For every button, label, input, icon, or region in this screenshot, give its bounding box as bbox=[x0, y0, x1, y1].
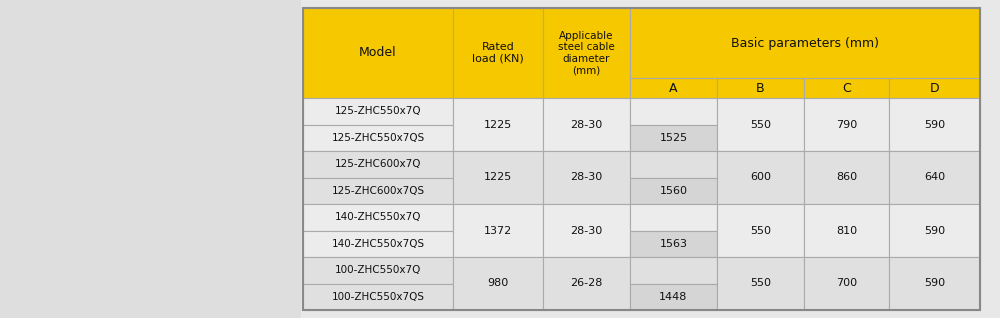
Bar bbox=[804, 98, 889, 151]
Bar bbox=[303, 125, 453, 151]
Text: 590: 590 bbox=[924, 120, 945, 129]
Bar bbox=[453, 257, 543, 310]
Text: 700: 700 bbox=[836, 279, 857, 288]
Bar bbox=[804, 204, 889, 257]
Bar bbox=[889, 98, 980, 151]
Text: Rated
load (KN): Rated load (KN) bbox=[472, 42, 524, 64]
Bar bbox=[453, 8, 543, 98]
Bar bbox=[630, 257, 717, 284]
Bar bbox=[630, 125, 717, 151]
Bar bbox=[453, 98, 543, 151]
Text: 125-ZHC550x7Q: 125-ZHC550x7Q bbox=[335, 106, 421, 116]
Text: 1563: 1563 bbox=[660, 239, 688, 249]
Text: 100-ZHC550x7QS: 100-ZHC550x7QS bbox=[332, 292, 424, 302]
Text: 125-ZHC550x7QS: 125-ZHC550x7QS bbox=[331, 133, 425, 143]
Text: 1448: 1448 bbox=[659, 292, 688, 302]
Bar bbox=[889, 257, 980, 310]
Text: C: C bbox=[842, 81, 851, 94]
Bar bbox=[453, 204, 543, 257]
Bar bbox=[630, 231, 717, 257]
Text: 1372: 1372 bbox=[484, 225, 512, 236]
Text: 26-28: 26-28 bbox=[570, 279, 603, 288]
Text: B: B bbox=[756, 81, 765, 94]
Bar bbox=[717, 98, 804, 151]
Bar bbox=[889, 151, 980, 204]
Text: 810: 810 bbox=[836, 225, 857, 236]
Bar bbox=[717, 151, 804, 204]
Bar bbox=[303, 8, 453, 98]
Text: 28-30: 28-30 bbox=[570, 172, 603, 183]
Text: 600: 600 bbox=[750, 172, 771, 183]
Text: 140-ZHC550x7Q: 140-ZHC550x7Q bbox=[335, 212, 421, 222]
Text: 550: 550 bbox=[750, 120, 771, 129]
Text: 1225: 1225 bbox=[484, 172, 512, 183]
Bar bbox=[630, 151, 717, 177]
Text: 125-ZHC600x7QS: 125-ZHC600x7QS bbox=[331, 186, 425, 196]
Bar bbox=[630, 204, 717, 231]
Bar bbox=[543, 204, 630, 257]
Bar bbox=[0, 0, 301, 318]
Text: Basic parameters (mm): Basic parameters (mm) bbox=[731, 37, 879, 50]
Text: 590: 590 bbox=[924, 225, 945, 236]
Text: 860: 860 bbox=[836, 172, 857, 183]
Text: A: A bbox=[669, 81, 678, 94]
Bar bbox=[804, 78, 889, 98]
Text: Applicable
steel cable
diameter
(mm): Applicable steel cable diameter (mm) bbox=[558, 31, 615, 75]
Bar bbox=[717, 78, 804, 98]
Text: 980: 980 bbox=[487, 279, 509, 288]
Bar bbox=[303, 177, 453, 204]
Bar bbox=[303, 8, 980, 310]
Bar bbox=[717, 204, 804, 257]
Text: 100-ZHC550x7Q: 100-ZHC550x7Q bbox=[335, 265, 421, 275]
Text: 790: 790 bbox=[836, 120, 857, 129]
Bar bbox=[804, 151, 889, 204]
Text: 550: 550 bbox=[750, 279, 771, 288]
Bar bbox=[630, 284, 717, 310]
Text: 1525: 1525 bbox=[659, 133, 688, 143]
Text: Model: Model bbox=[359, 46, 397, 59]
Text: 1560: 1560 bbox=[660, 186, 688, 196]
Text: 28-30: 28-30 bbox=[570, 225, 603, 236]
Bar bbox=[303, 151, 453, 177]
Bar bbox=[543, 151, 630, 204]
Bar bbox=[889, 204, 980, 257]
Bar bbox=[630, 78, 717, 98]
Text: 125-ZHC600x7Q: 125-ZHC600x7Q bbox=[335, 159, 421, 169]
Bar bbox=[543, 257, 630, 310]
Bar bbox=[303, 231, 453, 257]
Text: 1225: 1225 bbox=[484, 120, 512, 129]
Bar bbox=[804, 257, 889, 310]
Bar bbox=[543, 8, 630, 98]
Bar bbox=[630, 177, 717, 204]
Text: 28-30: 28-30 bbox=[570, 120, 603, 129]
Bar bbox=[303, 204, 453, 231]
Bar bbox=[303, 284, 453, 310]
Bar bbox=[543, 98, 630, 151]
Text: D: D bbox=[930, 81, 939, 94]
Text: 140-ZHC550x7QS: 140-ZHC550x7QS bbox=[331, 239, 425, 249]
Bar bbox=[889, 78, 980, 98]
Bar bbox=[303, 257, 453, 284]
Bar bbox=[453, 151, 543, 204]
Bar bbox=[303, 98, 453, 125]
Bar bbox=[717, 257, 804, 310]
Text: 590: 590 bbox=[924, 279, 945, 288]
Bar bbox=[630, 98, 717, 125]
Text: 640: 640 bbox=[924, 172, 945, 183]
Bar bbox=[630, 8, 980, 78]
Text: 550: 550 bbox=[750, 225, 771, 236]
